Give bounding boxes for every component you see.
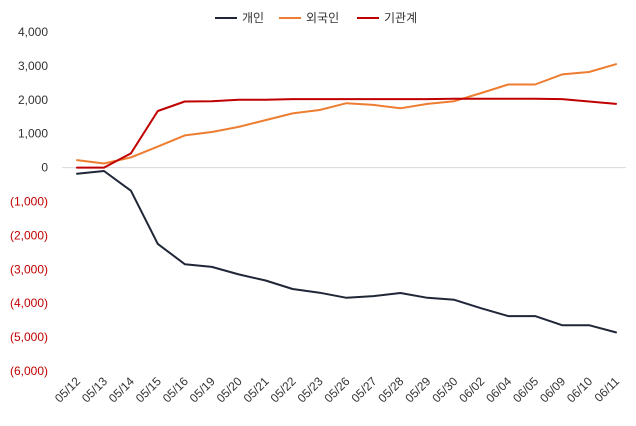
x-tick-label: 05/23 (295, 374, 326, 405)
legend-label: 외국인 (306, 11, 339, 25)
series-line-2 (76, 97, 617, 169)
x-tick-label: 05/15 (133, 374, 164, 405)
series-layer (76, 63, 617, 334)
y-tick-label: (1,000) (10, 195, 48, 209)
y-tick-label: 3,000 (18, 59, 48, 73)
legend-item: 개인 (215, 11, 264, 25)
y-tick-label: 2,000 (18, 93, 48, 107)
x-tick-label: 05/19 (187, 374, 218, 405)
x-tick-label: 05/22 (268, 374, 299, 405)
x-tick-label: 06/11 (592, 374, 623, 405)
legend-label: 개인 (242, 11, 264, 25)
legend: 개인 외국인 기관계 (215, 11, 417, 25)
y-tick-label: 0 (41, 161, 48, 175)
x-tick-label: 05/28 (375, 374, 406, 405)
x-tick-label: 05/16 (160, 374, 191, 405)
x-tick-label: 05/12 (52, 374, 83, 405)
x-tick-label: 05/21 (241, 374, 272, 405)
y-tick-label: (2,000) (10, 228, 48, 242)
x-tick-label: 06/05 (510, 374, 541, 405)
y-tick-label: 4,000 (18, 25, 48, 39)
y-tick-label: (5,000) (10, 330, 48, 344)
y-tick-label: (3,000) (10, 262, 48, 276)
y-tick-label: (4,000) (10, 296, 48, 310)
series-line-1 (76, 63, 617, 165)
y-tick-label: 1,000 (18, 127, 48, 141)
x-tick-label: 05/29 (402, 374, 433, 405)
x-tick-label: 05/13 (79, 374, 110, 405)
x-tick-label: 05/30 (429, 374, 460, 405)
x-tick-label: 05/26 (321, 374, 352, 405)
y-tick-label: (6,000) (10, 364, 48, 378)
series-line-0 (76, 170, 617, 334)
x-tick-label: 06/10 (564, 374, 595, 405)
x-tick-label: 06/02 (456, 374, 487, 405)
x-tick-label: 05/20 (214, 374, 245, 405)
x-tick-label: 06/04 (483, 374, 514, 405)
x-tick-label: 05/14 (106, 374, 137, 405)
legend-label: 기관계 (384, 11, 417, 25)
legend-item: 기관계 (357, 11, 417, 25)
legend-item: 외국인 (279, 11, 339, 25)
x-tick-label: 06/09 (537, 374, 568, 405)
x-tick-label: 05/27 (348, 374, 379, 405)
x-axis: 05/1205/1305/1405/1505/1605/1905/2005/21… (52, 374, 622, 405)
y-axis: 4,000 3,000 2,000 1,000 0 (1,000) (2,000) (3,00… (10, 25, 626, 378)
